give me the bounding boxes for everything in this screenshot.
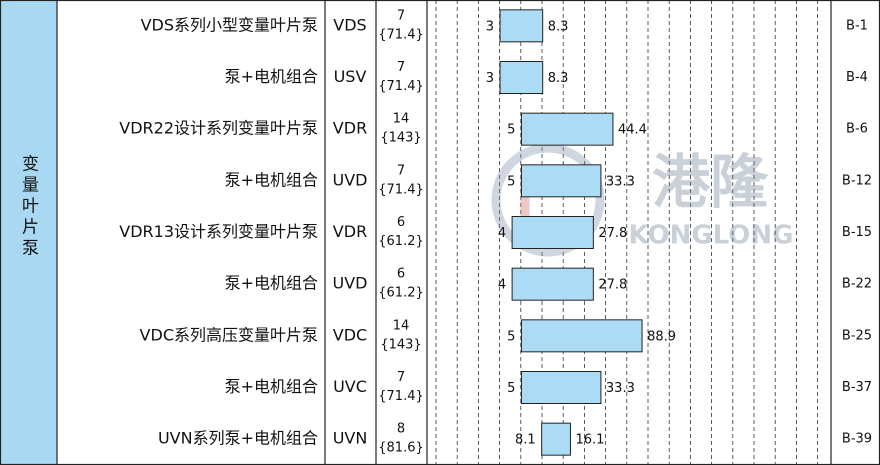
pressure-alt: {61.2} [378,286,424,301]
pressure-alt: {143} [380,131,421,146]
pressure-alt: {71.4} [378,79,424,94]
flow-bar [520,164,602,198]
min-flow: 5 [507,174,515,189]
min-flow: 3 [486,71,494,86]
flow-bar [499,61,544,94]
product-code: VDS [333,15,366,34]
pressure: 14 [393,318,410,333]
flow-bar [511,267,594,301]
product-name: UVN系列泵+电机组合 [158,429,318,448]
flow-bar [520,319,643,353]
page-ref: B-37 [842,380,872,395]
pressure: 6 [397,267,405,282]
watermark-cn: 港隆 [652,148,769,216]
min-flow: 8.1 [515,433,536,448]
flow-bar [499,9,544,43]
flow-bar [520,371,602,404]
product-code: UVN [333,429,368,448]
pressure-alt: {71.4} [378,27,424,42]
page-ref: B-12 [842,173,872,188]
max-flow: 33.3 [606,174,635,189]
min-flow: 4 [498,278,506,293]
guide-lines [435,0,818,465]
pressure: 14 [393,112,410,127]
flow-bar [520,112,614,146]
product-name: 泵+电机组合 [225,274,318,293]
pressure: 7 [397,163,405,178]
product-name: 泵+电机组合 [225,170,318,189]
flow-bar [541,422,571,456]
page-ref: B-1 [846,18,868,33]
max-flow: 44.4 [618,123,647,138]
logo-ring [491,143,605,257]
rows: VDS系列小型变量叶片泵 VDS 7 {71.4} 3 8.3 B-1 泵+电机组合 USV 7 {… [119,8,872,456]
page-ref: B-4 [846,70,868,85]
product-code: VDR [333,222,367,241]
min-flow: 5 [507,123,515,138]
min-flow: 4 [498,226,506,241]
page-ref: B-6 [846,122,868,137]
product-code: UVD [333,274,368,293]
max-flow: 16.1 [575,433,604,448]
product-code: VDC [333,325,367,344]
min-flow: 3 [486,19,494,34]
watermark-en: KONGLONG [628,221,793,251]
product-code: UVC [333,377,367,396]
pressure: 6 [397,215,405,230]
flow-bar [511,216,594,249]
max-flow: 8.3 [548,71,569,86]
pressure: 7 [397,60,405,75]
product-name: VDR22设计系列变量叶片泵 [119,119,318,138]
pressure-alt: {143} [380,337,421,352]
min-flow: 5 [507,329,515,344]
page-ref: B-25 [842,328,872,343]
max-flow: 88.9 [647,329,676,344]
page-ref: B-15 [842,225,872,240]
product-name: 泵+电机组合 [225,377,318,396]
product-name: VDC系列高压变量叶片泵 [140,325,318,344]
pressure: 7 [397,8,405,23]
max-flow: 27.8 [598,278,627,293]
product-code: USV [334,67,367,86]
watermark: 港隆 KONGLONG [491,143,794,257]
min-flow: 5 [507,381,515,396]
pressure-alt: {71.4} [378,182,424,197]
page-ref: B-39 [842,432,872,447]
max-flow: 8.3 [548,19,569,34]
product-name: VDS系列小型变量叶片泵 [141,15,318,34]
product-name: 泵+电机组合 [225,67,318,86]
pressure-alt: {61.2} [378,234,424,249]
category-cell [0,0,57,465]
pressure: 7 [397,370,405,385]
pressure-alt: {81.6} [378,441,424,456]
pressure: 8 [397,422,405,437]
max-flow: 27.8 [598,226,627,241]
product-code: UVD [333,170,368,189]
product-name: VDR13设计系列变量叶片泵 [119,222,318,241]
pressure-alt: {71.4} [378,389,424,404]
product-code: VDR [333,119,367,138]
max-flow: 33.3 [606,381,635,396]
page-ref: B-22 [842,277,872,292]
category-label: 变量叶片泵 [18,154,39,259]
